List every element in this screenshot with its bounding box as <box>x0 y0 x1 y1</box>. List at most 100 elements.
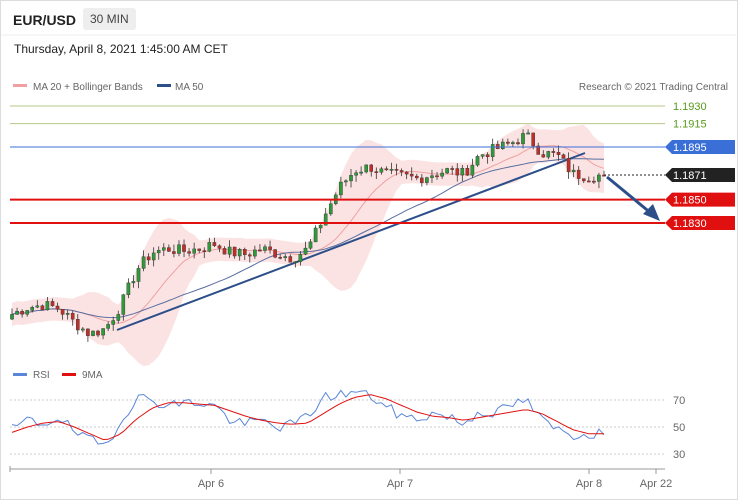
candle <box>379 166 384 175</box>
level-label-1: 1.1915 <box>673 119 707 131</box>
candle <box>329 199 333 216</box>
candle <box>247 252 252 263</box>
candle <box>207 237 212 253</box>
rsi-legend: RSI 9MA <box>13 370 103 381</box>
candle <box>273 249 277 259</box>
candle <box>308 239 313 250</box>
candle <box>106 321 110 332</box>
rsi-panel: 70 50 30 <box>10 389 685 461</box>
candle <box>526 129 530 135</box>
main-legend: MA 20 + Bollinger Bands MA 50 <box>13 82 204 93</box>
candle <box>20 309 24 318</box>
candle <box>420 174 424 187</box>
chart-datetime: Thursday, April 8, 2021 1:45:00 AM CET <box>14 42 228 56</box>
candle <box>359 166 363 176</box>
candle <box>192 242 197 259</box>
candle <box>399 168 404 177</box>
candle <box>116 310 121 324</box>
candle <box>65 310 70 320</box>
legend-ma50-swatch <box>157 84 171 87</box>
candle <box>576 166 581 185</box>
candle <box>501 138 505 150</box>
rsi-level-label-1: 50 <box>673 422 685 434</box>
candle <box>430 169 434 183</box>
candle <box>167 244 171 252</box>
candle <box>592 176 596 184</box>
candle <box>460 165 465 182</box>
candle <box>435 172 439 180</box>
candle <box>75 314 80 335</box>
candle <box>131 275 136 288</box>
price-levels: 1.1930 1.1915 1.1895 1.1871 1.1850 1.1830 <box>10 101 735 230</box>
candle <box>480 154 485 159</box>
candle <box>50 298 55 307</box>
candle <box>146 253 151 265</box>
level-label-0: 1.1930 <box>673 101 707 113</box>
candle <box>35 300 40 309</box>
projection-arrow-group <box>606 175 660 221</box>
candle <box>475 154 480 167</box>
candle <box>253 245 257 259</box>
candle <box>318 224 323 234</box>
candle <box>232 246 237 259</box>
candle <box>551 148 556 157</box>
candle <box>344 179 348 187</box>
bollinger-band-area <box>12 123 604 366</box>
candle <box>490 138 495 162</box>
candle <box>566 152 571 179</box>
projection-arrow-shaft <box>606 175 653 216</box>
candle <box>374 167 379 179</box>
level-badge-4 <box>665 192 735 207</box>
x-axis: Apr 6 Apr 7 Apr 8 Apr 22 <box>9 466 672 490</box>
candle <box>339 176 343 199</box>
candle <box>268 240 272 254</box>
support-trendline <box>116 152 586 331</box>
rsi-level-label-2: 30 <box>673 449 685 461</box>
candle <box>293 261 298 268</box>
candle <box>258 244 262 252</box>
candle <box>177 240 181 257</box>
candle <box>384 166 389 171</box>
candlesticks <box>10 129 606 342</box>
candle <box>96 329 100 338</box>
candle <box>156 246 161 260</box>
legend-ma20-label: MA 20 + Bollinger Bands <box>33 82 143 93</box>
candle <box>298 251 303 266</box>
level-label-5: 1.1830 <box>673 218 707 230</box>
candle <box>161 243 166 256</box>
rsi-ma-line <box>11 394 604 441</box>
x-tick-label-1: Apr 7 <box>387 478 413 490</box>
candle <box>101 328 105 340</box>
candle <box>364 164 369 174</box>
candle <box>445 167 449 174</box>
timeframe-badge[interactable]: 30 MIN <box>83 8 136 30</box>
candle <box>349 169 353 188</box>
candle <box>70 310 75 326</box>
candle <box>222 246 227 255</box>
candle <box>313 225 318 243</box>
candle <box>485 152 490 164</box>
x-tick-label-2: Apr 8 <box>576 478 602 490</box>
candle <box>237 247 242 261</box>
candle <box>546 150 551 160</box>
legend-ma20-swatch <box>13 84 27 87</box>
candle <box>283 253 288 262</box>
copyright-label: Research © 2021 Trading Central <box>579 82 728 93</box>
candle <box>91 330 95 337</box>
candle <box>80 327 85 333</box>
candle <box>288 254 293 263</box>
candle <box>151 247 156 267</box>
candle <box>40 304 45 311</box>
candle <box>511 140 515 148</box>
x-tick-label-0: Apr 6 <box>198 478 224 490</box>
candle <box>470 158 475 178</box>
candle <box>30 305 35 313</box>
candle <box>212 237 217 247</box>
candle <box>571 164 576 178</box>
candle <box>10 308 14 321</box>
candle <box>25 310 30 317</box>
candle <box>465 165 470 176</box>
ma50-line <box>11 158 605 319</box>
candle <box>450 165 455 175</box>
